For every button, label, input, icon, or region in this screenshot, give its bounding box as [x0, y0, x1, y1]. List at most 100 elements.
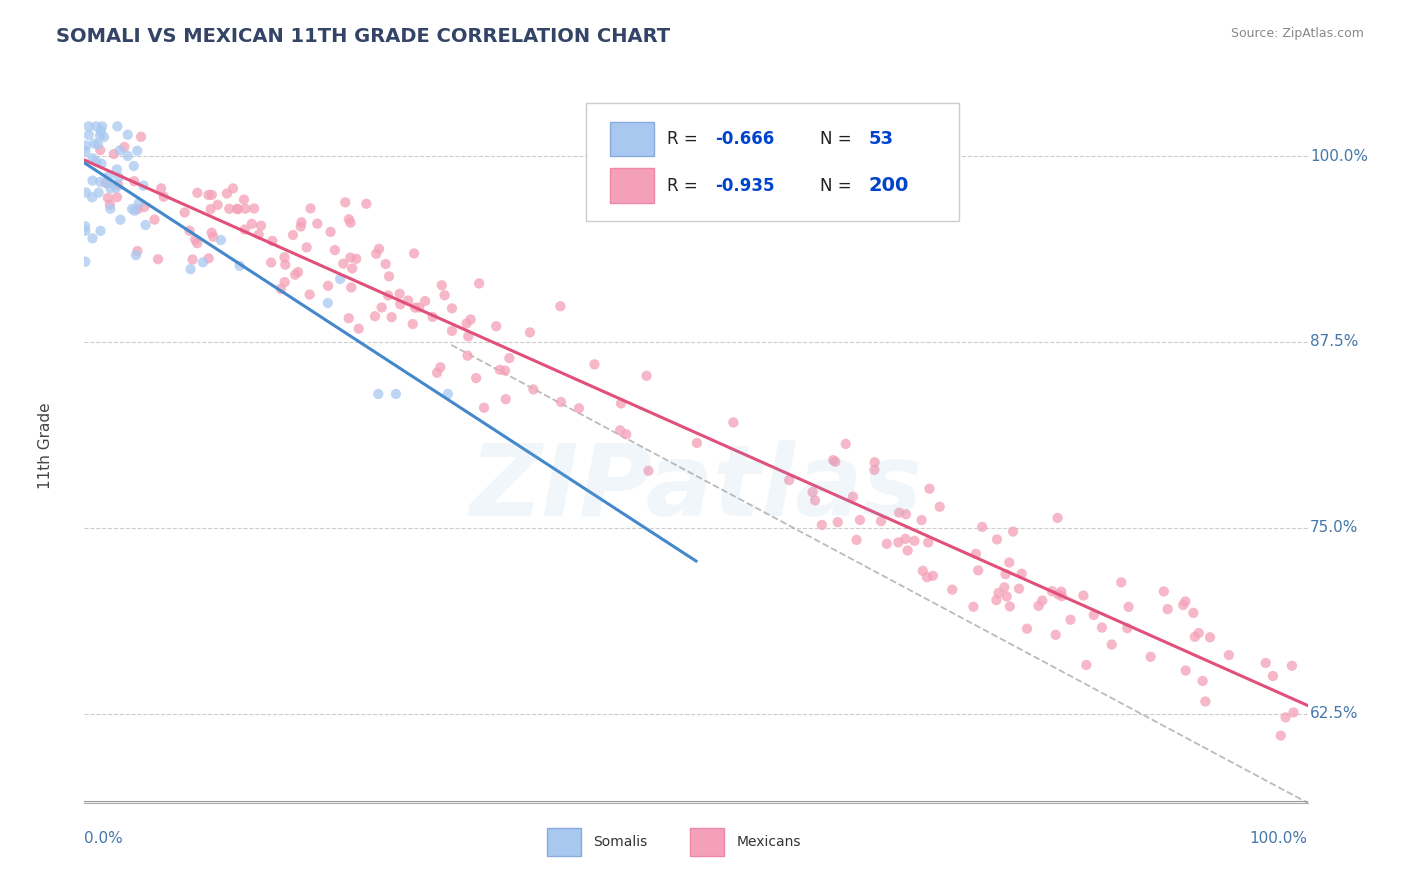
Point — [422, 310, 444, 324]
Point — [374, 257, 396, 271]
Point — [270, 282, 292, 296]
Point — [1011, 566, 1033, 581]
Point — [332, 257, 354, 271]
Point — [299, 202, 322, 216]
Point — [367, 387, 389, 401]
Point — [1031, 593, 1053, 607]
Point — [128, 196, 150, 211]
Point — [1076, 657, 1098, 672]
Point — [202, 229, 225, 244]
Point — [1274, 710, 1296, 724]
Point — [609, 423, 631, 437]
Point — [388, 286, 411, 301]
Point — [344, 252, 367, 266]
Point — [1001, 524, 1024, 539]
Point — [686, 436, 709, 450]
Point — [316, 278, 339, 293]
Point — [84, 120, 107, 134]
Point — [146, 252, 169, 267]
Point — [134, 200, 156, 214]
Point — [89, 128, 111, 143]
Point — [488, 363, 510, 377]
Point — [1050, 584, 1073, 599]
Point — [922, 569, 945, 583]
Point — [284, 268, 307, 282]
Point — [186, 186, 208, 200]
Point — [124, 203, 146, 218]
Point — [110, 212, 132, 227]
Point — [965, 547, 987, 561]
Point — [1261, 669, 1284, 683]
Point — [385, 387, 408, 401]
Point — [218, 202, 240, 216]
Point — [186, 236, 208, 251]
Point — [842, 490, 865, 504]
Point — [152, 190, 174, 204]
Point — [430, 278, 453, 293]
Point — [823, 453, 845, 467]
Point — [201, 187, 224, 202]
Point — [368, 242, 391, 256]
Point — [103, 147, 125, 161]
Point — [998, 599, 1021, 614]
Point — [1184, 630, 1206, 644]
Point — [89, 143, 111, 157]
Point — [519, 326, 541, 340]
Point — [917, 535, 939, 549]
Text: 87.5%: 87.5% — [1310, 334, 1358, 350]
Point — [150, 181, 173, 195]
Point — [273, 275, 295, 289]
Point — [1073, 589, 1095, 603]
Point — [941, 582, 963, 597]
Point — [801, 485, 824, 500]
Point — [273, 250, 295, 264]
Point — [132, 178, 155, 193]
Point — [1091, 621, 1114, 635]
FancyBboxPatch shape — [690, 829, 724, 855]
Point — [402, 317, 425, 331]
Point — [1156, 602, 1178, 616]
Point — [77, 128, 100, 142]
Point — [889, 506, 911, 520]
Point — [201, 226, 224, 240]
Text: R =: R = — [666, 130, 703, 148]
Point — [440, 324, 463, 338]
Point — [824, 455, 846, 469]
Point — [122, 159, 145, 173]
Point — [876, 537, 898, 551]
Point — [433, 288, 456, 302]
Point — [337, 212, 360, 227]
Point — [107, 178, 129, 192]
Point — [472, 401, 495, 415]
Point — [1254, 656, 1277, 670]
Text: SOMALI VS MEXICAN 11TH GRADE CORRELATION CHART: SOMALI VS MEXICAN 11TH GRADE CORRELATION… — [56, 27, 671, 45]
Point — [986, 593, 1008, 607]
Point — [105, 120, 128, 134]
Point — [127, 202, 149, 216]
Point — [835, 437, 858, 451]
Point — [240, 217, 263, 231]
Point — [226, 202, 249, 216]
Point — [522, 383, 544, 397]
Point — [1045, 628, 1067, 642]
Point — [274, 258, 297, 272]
Point — [281, 227, 304, 242]
Point — [863, 455, 886, 469]
Point — [87, 186, 110, 200]
Point — [82, 151, 104, 165]
Point — [498, 351, 520, 365]
Point — [235, 202, 257, 216]
Point — [232, 193, 254, 207]
Point — [243, 202, 266, 216]
Point — [1218, 648, 1240, 662]
Point — [972, 520, 994, 534]
Point — [404, 301, 426, 315]
Point — [845, 533, 868, 547]
Point — [83, 136, 105, 151]
FancyBboxPatch shape — [547, 829, 581, 855]
Point — [82, 231, 104, 245]
Point — [1153, 584, 1175, 599]
Point — [335, 195, 357, 210]
Point — [125, 248, 148, 262]
Point — [90, 124, 112, 138]
